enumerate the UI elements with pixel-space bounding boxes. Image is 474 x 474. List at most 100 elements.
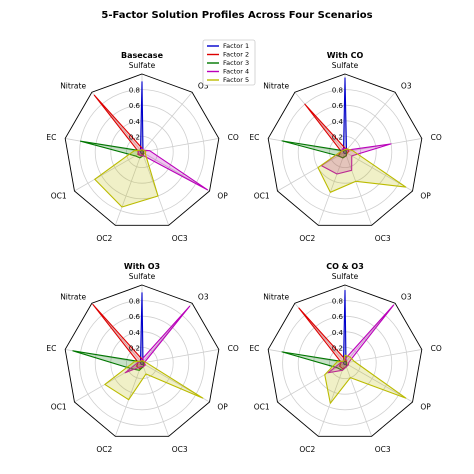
- spoke-oc2: [114, 151, 143, 226]
- spoke-co: [141, 349, 219, 364]
- r-tick-label: 0.6: [332, 102, 344, 110]
- category-label-o3: O3: [401, 292, 412, 301]
- category-label-co: CO: [228, 344, 239, 353]
- radar-frame: [64, 284, 220, 437]
- category-label-co: CO: [431, 133, 442, 142]
- radar-panel-with-co: 0.2 0.4 0.6 0.8 Sulfate O3 CO OP OC3 OC2 OC1 EC Nitr…: [249, 51, 442, 243]
- r-tick-label: 0.4: [332, 329, 344, 337]
- spoke-oc2: [317, 362, 346, 437]
- panel-title: With CO: [327, 51, 364, 60]
- category-label-sulfate: Sulfate: [332, 61, 359, 70]
- panels: 0.2 0.4 0.6 0.8 Sulfate O3 CO OP OC3 OC2 OC1 EC Nitr…: [46, 51, 442, 454]
- category-label-oc3: OC3: [375, 445, 391, 454]
- radar-panel-co-o3: 0.2 0.4 0.6 0.8 Sulfate O3 CO OP OC3 OC2 OC1 EC Nitr…: [249, 262, 442, 454]
- category-label-oc1: OC1: [254, 403, 270, 412]
- spoke-o3: [344, 91, 396, 153]
- spoke-oc1: [74, 151, 143, 192]
- series-factor-5: [94, 149, 159, 208]
- radar-frame: [267, 284, 423, 437]
- legend-item-factor-5: Factor 5: [207, 76, 249, 84]
- figure-title: 5-Factor Solution Profiles Across Four S…: [101, 10, 372, 21]
- spoke-co: [141, 138, 219, 153]
- category-label-nitrate: Nitrate: [60, 292, 86, 301]
- series-factor-4: [320, 143, 392, 175]
- r-tick-label: 0.6: [332, 313, 344, 321]
- category-label-op: OP: [420, 403, 431, 412]
- spoke-oc3: [141, 362, 170, 437]
- spoke-oc1: [277, 362, 346, 403]
- r-tick-label: 0.2: [332, 344, 343, 352]
- r-tick-label: 0.2: [332, 133, 343, 141]
- panel-title: With O3: [124, 262, 160, 271]
- category-label-op: OP: [217, 192, 228, 201]
- category-label-oc1: OC1: [51, 403, 67, 412]
- r-tick-label: 0.4: [129, 118, 141, 126]
- r-tick-label: 0.8: [129, 298, 140, 306]
- r-tick-label: 0.2: [129, 133, 140, 141]
- r-tick-label: 0.6: [129, 313, 141, 321]
- category-label-ec: EC: [249, 133, 259, 142]
- spoke-oc1: [277, 151, 346, 192]
- category-label-oc1: OC1: [254, 192, 270, 201]
- category-label-oc1: OC1: [51, 192, 67, 201]
- legend-item-factor-2: Factor 2: [207, 51, 249, 59]
- category-label-co: CO: [228, 133, 239, 142]
- spoke-oc2: [317, 151, 346, 226]
- legend-item-factor-3: Factor 3: [207, 59, 249, 67]
- r-tick-label: 0.4: [332, 118, 344, 126]
- category-label-nitrate: Nitrate: [263, 81, 289, 90]
- spoke-nitrate: [294, 91, 346, 153]
- spoke-o3: [141, 91, 193, 153]
- legend-label: Factor 1: [223, 42, 249, 50]
- panel-title: CO & O3: [326, 262, 364, 271]
- r-tick-label: 0.4: [129, 329, 141, 337]
- category-label-oc2: OC2: [299, 234, 315, 243]
- category-label-oc3: OC3: [172, 445, 188, 454]
- radar-panel-with-o3: 0.2 0.4 0.6 0.8 Sulfate O3 CO OP OC3 OC2 OC1 EC Nitr…: [46, 262, 239, 454]
- spoke-oc3: [344, 362, 373, 437]
- category-label-nitrate: Nitrate: [60, 81, 86, 90]
- panel-title: Basecase: [121, 51, 164, 60]
- legend-item-factor-1: Factor 1: [207, 42, 249, 50]
- legend-label: Factor 3: [223, 59, 249, 67]
- spoke-oc3: [344, 151, 373, 226]
- category-label-co: CO: [431, 344, 442, 353]
- series-factor-5: [324, 354, 407, 404]
- category-label-ec: EC: [46, 344, 56, 353]
- series-factor-3: [79, 140, 145, 159]
- series-factor-3: [72, 350, 145, 371]
- legend-item-factor-4: Factor 4: [207, 68, 249, 76]
- radar-frame: [267, 73, 423, 226]
- r-tick-label: 0.6: [129, 102, 141, 110]
- category-label-nitrate: Nitrate: [263, 292, 289, 301]
- r-tick-label: 0.8: [332, 87, 343, 95]
- series-factor-3: [281, 140, 348, 159]
- category-label-op: OP: [217, 403, 228, 412]
- category-label-o3: O3: [198, 81, 209, 90]
- legend-label: Factor 5: [223, 76, 249, 84]
- category-label-oc2: OC2: [299, 445, 315, 454]
- radar-frame: [64, 73, 220, 226]
- category-label-oc2: OC2: [96, 445, 112, 454]
- radar-panel-basecase: 0.2 0.4 0.6 0.8 Sulfate O3 CO OP OC3 OC2 OC1 EC Nitr…: [46, 51, 239, 243]
- category-label-oc2: OC2: [96, 234, 112, 243]
- spoke-co: [344, 349, 422, 364]
- category-label-sulfate: Sulfate: [129, 272, 156, 281]
- category-label-op: OP: [420, 192, 431, 201]
- legend-label: Factor 2: [223, 51, 249, 59]
- legend-label: Factor 4: [223, 68, 249, 76]
- r-tick-label: 0.8: [332, 298, 343, 306]
- category-label-sulfate: Sulfate: [332, 272, 359, 281]
- category-label-ec: EC: [249, 344, 259, 353]
- series-factor-5: [317, 148, 407, 193]
- category-label-oc3: OC3: [172, 234, 188, 243]
- category-label-o3: O3: [198, 292, 209, 301]
- series-factor-5: [104, 360, 204, 401]
- r-tick-label: 0.2: [129, 344, 140, 352]
- category-label-o3: O3: [401, 81, 412, 90]
- category-label-oc3: OC3: [375, 234, 391, 243]
- r-tick-label: 0.8: [129, 87, 140, 95]
- category-label-ec: EC: [46, 133, 56, 142]
